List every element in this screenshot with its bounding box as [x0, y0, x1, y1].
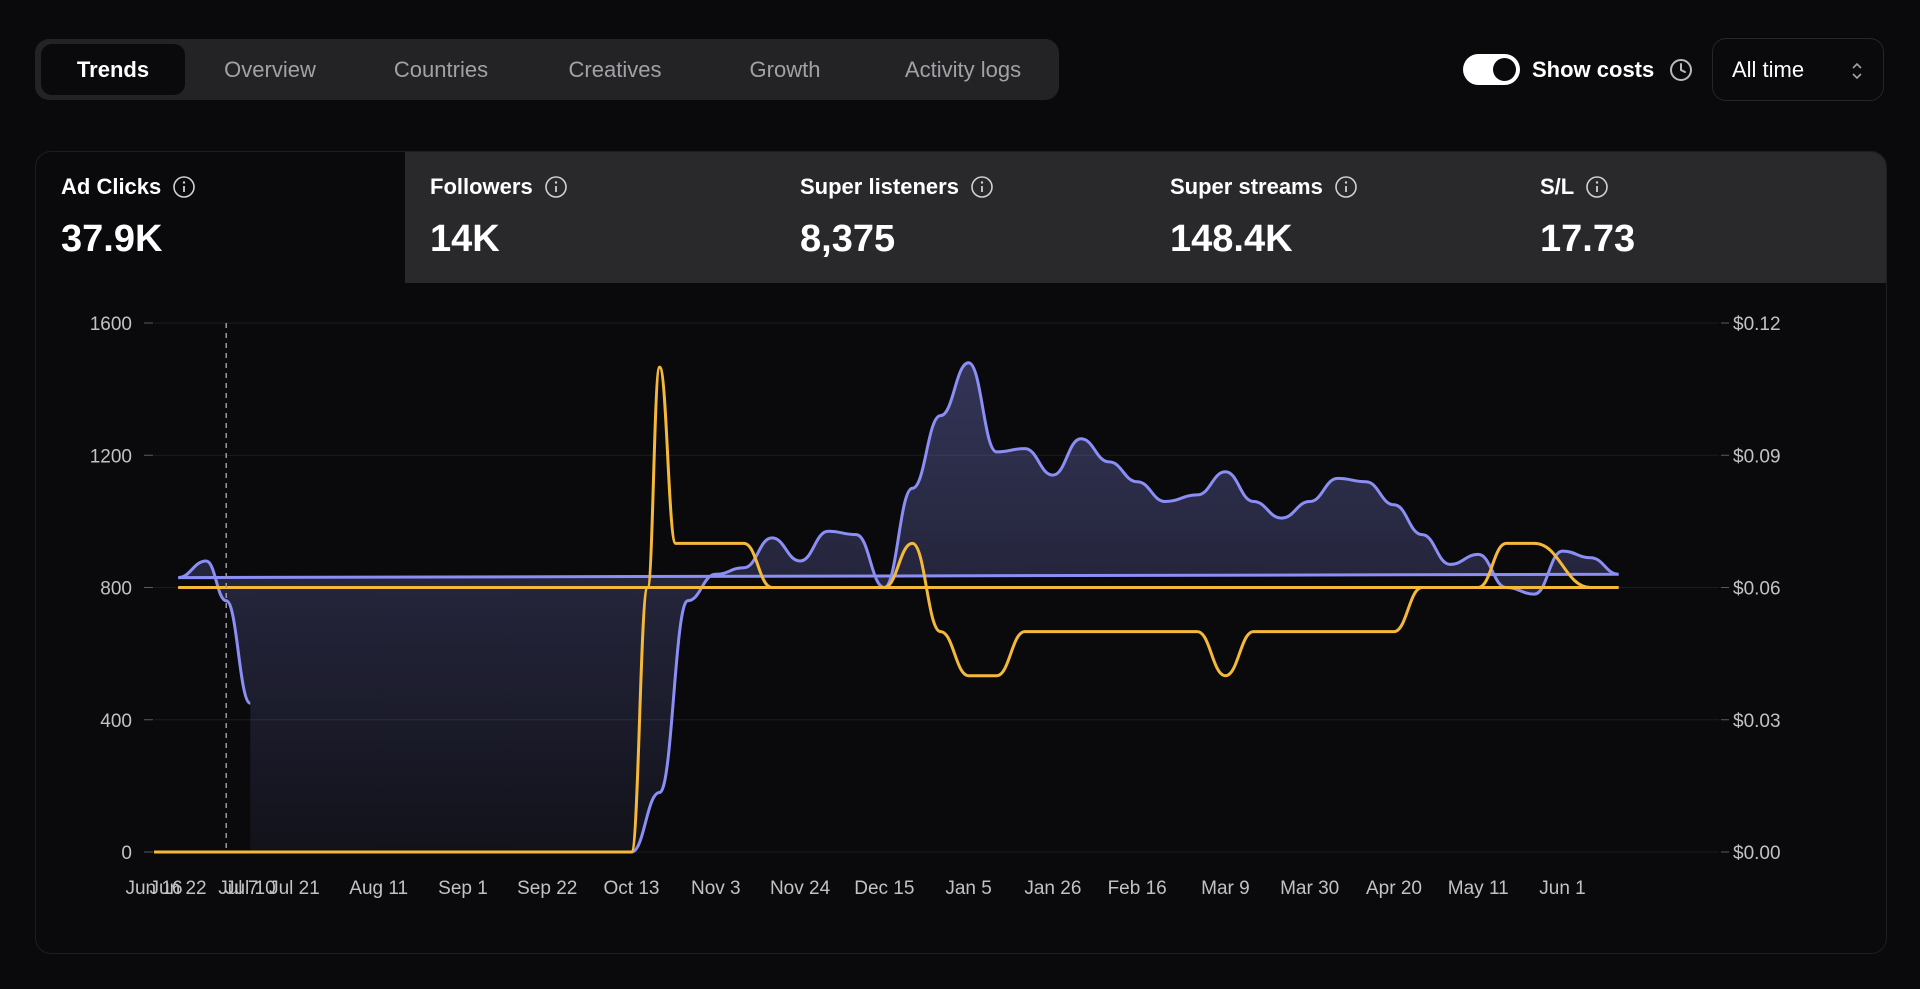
x-tick-label: Oct 13: [604, 878, 660, 899]
x-tick-label: Jul 7: [218, 878, 258, 899]
metric-value: 148.4K: [1170, 218, 1293, 260]
y-left-tick-label: 0: [121, 843, 132, 864]
tab-bar: Trends Overview Countries Creatives Grow…: [35, 39, 1059, 100]
chevron-updown-icon: [1852, 62, 1862, 80]
metric-value: 8,375: [800, 218, 896, 260]
cost-line: [154, 365, 1619, 854]
x-tick-label: Jan 26: [1024, 878, 1081, 899]
metric-label-text: Followers: [430, 174, 533, 199]
metric-label-text: Ad Clicks: [61, 174, 162, 199]
y-right-tick-label: $0.00: [1733, 843, 1781, 864]
x-tick-label: Nov 24: [770, 878, 831, 899]
date-range-value: All time: [1732, 57, 1805, 82]
x-tick-label: May 11: [1448, 878, 1509, 899]
date-range-select[interactable]: All time: [1712, 38, 1884, 101]
metric-s-l[interactable]: S/L 17.73: [1515, 152, 1886, 283]
tab-trends[interactable]: Trends: [41, 44, 185, 95]
x-tick-label: Nov 3: [691, 878, 741, 899]
tab-countries[interactable]: Countries: [393, 56, 489, 82]
x-tick-label: Apr 20: [1366, 878, 1422, 899]
metric-followers[interactable]: Followers 14K: [405, 152, 775, 283]
info-icon[interactable]: [544, 175, 568, 199]
trends-card: Ad Clicks 37.9K Followers 14K Super list…: [35, 151, 1887, 954]
toggle-knob: [1493, 58, 1516, 81]
info-icon[interactable]: [970, 175, 994, 199]
metric-value: 17.73: [1540, 218, 1636, 260]
metric-tabs: Ad Clicks 37.9K Followers 14K Super list…: [36, 152, 1886, 283]
x-tick-label: Sep 22: [517, 878, 577, 899]
tab-activity-logs[interactable]: Activity logs: [904, 56, 1022, 82]
ad-clicks-line: [154, 361, 1619, 854]
ad-clicks-area: [154, 362, 1619, 852]
clock-icon[interactable]: [1668, 57, 1694, 83]
x-tick-label: Jul 21: [269, 878, 320, 899]
y-right-tick-label: $0.09: [1733, 446, 1781, 467]
show-costs-label: Show costs: [1532, 57, 1655, 82]
metric-super-streams[interactable]: Super streams 148.4K: [1145, 152, 1515, 283]
x-tick-label: Mar 9: [1201, 878, 1250, 899]
x-tick-label: Feb 16: [1108, 878, 1167, 899]
metric-label: Ad Clicks: [61, 174, 196, 200]
metric-label-text: Super listeners: [800, 174, 959, 199]
tab-growth[interactable]: Growth: [749, 56, 821, 82]
metric-label: Super listeners: [800, 174, 994, 200]
x-tick-label: Jul 10: [225, 878, 276, 899]
y-left-tick-label: 800: [100, 579, 132, 600]
y-right-tick-label: $0.06: [1733, 579, 1781, 600]
metric-value: 37.9K: [61, 218, 163, 260]
tab-overview[interactable]: Overview: [224, 56, 316, 82]
y-left-tick-label: 1200: [90, 446, 132, 467]
metric-label-text: Super streams: [1170, 174, 1323, 199]
x-tick-label: Jun 1: [1539, 878, 1585, 899]
x-tick-label: Jun 22: [150, 878, 207, 899]
metric-super-listeners[interactable]: Super listeners 8,375: [775, 152, 1145, 283]
y-left-tick-label: 400: [100, 711, 132, 732]
info-icon[interactable]: [1585, 175, 1609, 199]
metric-ad-clicks[interactable]: Ad Clicks 37.9K: [36, 152, 405, 283]
show-costs-toggle[interactable]: [1463, 54, 1520, 85]
metric-label: Super streams: [1170, 174, 1358, 200]
metric-label: S/L: [1540, 174, 1609, 200]
x-tick-label: Dec 15: [854, 878, 914, 899]
y-right-tick-label: $0.03: [1733, 711, 1781, 732]
x-tick-label: Sep 1: [438, 878, 488, 899]
y-left-tick-label: 1600: [90, 314, 132, 335]
x-tick-label: Jun 16: [125, 878, 182, 899]
tab-creatives[interactable]: Creatives: [568, 56, 662, 82]
info-icon[interactable]: [172, 175, 196, 199]
y-right-tick-label: $0.12: [1733, 314, 1781, 335]
metric-label: Followers: [430, 174, 568, 200]
metric-label-text: S/L: [1540, 174, 1575, 199]
x-tick-label: Mar 30: [1280, 878, 1339, 899]
info-icon[interactable]: [1334, 175, 1358, 199]
x-tick-label: Aug 11: [349, 878, 408, 899]
metric-value: 14K: [430, 218, 500, 260]
x-tick-label: Jan 5: [945, 878, 991, 899]
